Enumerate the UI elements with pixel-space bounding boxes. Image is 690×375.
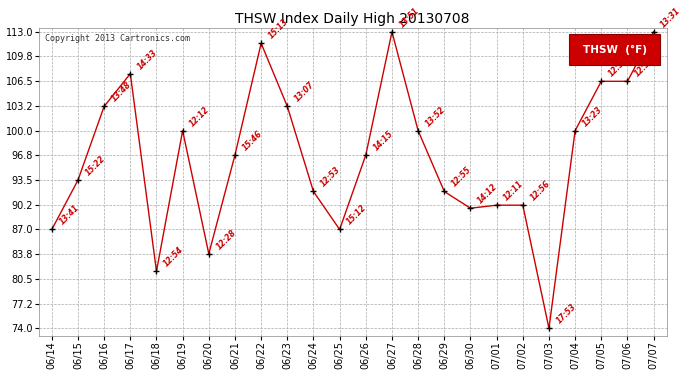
Title: THSW Index Daily High 20130708: THSW Index Daily High 20130708 <box>235 12 470 26</box>
Text: 12:12: 12:12 <box>188 105 212 128</box>
Text: Copyright 2013 Cartronics.com: Copyright 2013 Cartronics.com <box>45 34 190 43</box>
Text: 13:31: 13:31 <box>659 6 682 29</box>
Text: 13:23: 13:23 <box>581 105 604 128</box>
Text: 12:53: 12:53 <box>633 55 656 78</box>
Text: 12:53: 12:53 <box>607 55 630 78</box>
Text: 14:15: 14:15 <box>371 129 395 152</box>
Text: 12:53: 12:53 <box>319 165 342 189</box>
Text: 12:54: 12:54 <box>162 245 186 268</box>
Text: 14:33: 14:33 <box>136 48 159 71</box>
Text: THSW  (°F): THSW (°F) <box>583 45 647 55</box>
Text: 17:53: 17:53 <box>555 302 578 326</box>
FancyBboxPatch shape <box>569 34 660 65</box>
Text: 12:56: 12:56 <box>529 179 552 203</box>
Text: 13:51: 13:51 <box>397 6 421 29</box>
Text: 15:46: 15:46 <box>241 129 264 152</box>
Text: 13:07: 13:07 <box>293 80 316 104</box>
Text: 12:11: 12:11 <box>502 179 526 203</box>
Text: 15:22: 15:22 <box>83 154 107 177</box>
Text: 13:52: 13:52 <box>424 105 447 128</box>
Text: 14:12: 14:12 <box>476 182 500 206</box>
Text: 15:12: 15:12 <box>345 203 368 227</box>
Text: 15:13: 15:13 <box>267 17 290 40</box>
Text: 12:28: 12:28 <box>215 228 237 251</box>
Text: 13:48: 13:48 <box>110 80 133 104</box>
Text: 13:41: 13:41 <box>57 203 81 227</box>
Text: 12:55: 12:55 <box>450 165 473 189</box>
